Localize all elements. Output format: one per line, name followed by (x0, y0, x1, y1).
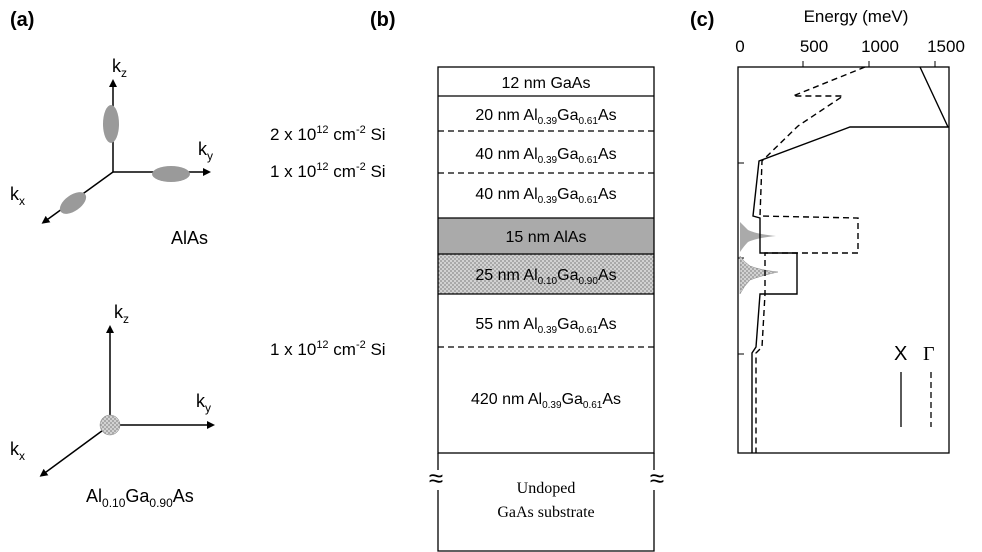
valley-ellipse-x (59, 192, 87, 214)
tick-label: 0 (735, 37, 744, 56)
algaas-well-fill (438, 254, 654, 294)
valley-ellipse-y (152, 166, 190, 182)
kz-label-2: kz (114, 302, 129, 326)
energy-axis-title: Energy (meV) (804, 7, 909, 26)
valley-ellipse-z (103, 105, 119, 143)
alas-kspace-diagram: kz ky kx AlAs (10, 56, 213, 248)
tick-label: 500 (800, 37, 828, 56)
algaas-wavefunction (739, 255, 779, 295)
layer-label: 40 nm Al0.39Ga0.61As (475, 186, 616, 206)
layer-stack: 12 nm GaAs 20 nm Al0.39Ga0.61As 40 nm Al… (437, 66, 655, 454)
break-mark-right: ≈ (650, 463, 664, 493)
layer-label: 15 nm AlAs (506, 229, 587, 246)
kx-axis-2 (39, 424, 111, 477)
gamma-valley-sphere (99, 414, 121, 436)
layer-label: 55 nm Al0.39Ga0.61As (475, 316, 616, 336)
doping-label: 1 x 1012 cm-2 Si (270, 339, 386, 359)
ky-label: ky (198, 139, 213, 163)
alas-wavefunction (740, 222, 776, 252)
stack-outline (437, 66, 655, 454)
kz-label: kz (112, 56, 127, 80)
panel-a-label: (a) (10, 9, 34, 31)
panel-b-label: (b) (370, 9, 396, 31)
layer-label: 40 nm Al0.39Ga0.61As (475, 146, 616, 166)
tick-label: 1000 (861, 37, 899, 56)
substrate-edge (437, 490, 655, 552)
x-band-edge (755, 66, 866, 453)
algaas-material-label: Al0.10Ga0.90As (86, 486, 194, 510)
layer-label: 25 nm Al0.10Ga0.90As (475, 267, 616, 287)
kx-label-2: kx (10, 439, 25, 463)
algaas-kspace-diagram: kz ky kx Al0.10Ga0.90As (10, 302, 215, 510)
substrate-line2: GaAs substrate (497, 504, 594, 521)
substrate-line1: Undoped (517, 480, 576, 497)
layer-label: 20 nm Al0.39Ga0.61As (475, 107, 616, 127)
substrate: ≈ ≈ Undoped GaAs substrate (429, 453, 664, 552)
legend-gamma-label: Γ (923, 343, 935, 365)
ky-label-2: ky (196, 391, 211, 415)
legend-x-label: X (894, 343, 907, 365)
doping-label: 1 x 1012 cm-2 Si (270, 161, 386, 181)
band-plot-frame (737, 66, 950, 454)
alas-material-label: AlAs (171, 228, 208, 248)
panel-c-label: (c) (690, 9, 714, 31)
gamma-band-edge (751, 66, 950, 453)
layer-label: 420 nm Al0.39Ga0.61As (471, 391, 621, 411)
break-mark-left: ≈ (429, 463, 443, 493)
alas-well-fill (438, 218, 654, 254)
kx-label: kx (10, 184, 25, 208)
tick-label: 1500 (927, 37, 965, 56)
layer-label: 12 nm GaAs (502, 75, 591, 92)
band-diagram: X Γ (737, 61, 950, 454)
doping-label: 2 x 1012 cm-2 Si (270, 124, 386, 144)
